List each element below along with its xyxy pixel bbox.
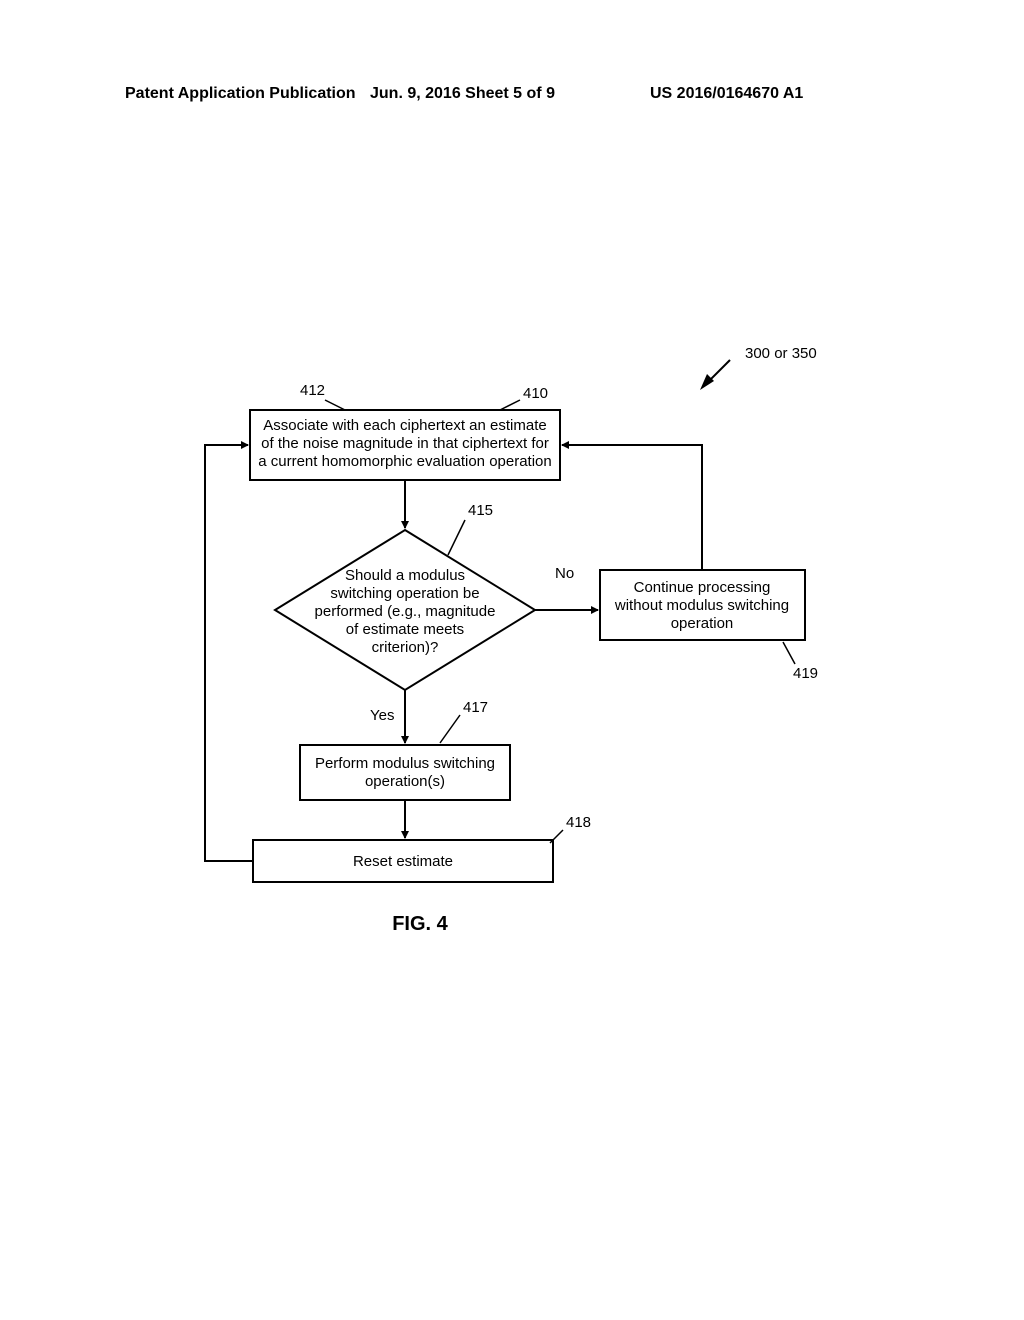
page: Patent Application Publication Jun. 9, 2… [0, 0, 1024, 1320]
svg-text:412: 412 [300, 382, 325, 399]
svg-text:410: 410 [523, 385, 548, 402]
svg-text:of the noise magnitude in that: of the noise magnitude in that ciphertex… [261, 435, 549, 452]
leader-410: 410 [500, 385, 548, 410]
svg-text:of estimate meets: of estimate meets [346, 621, 464, 638]
svg-text:Associate with each ciphertext: Associate with each ciphertext an estima… [263, 417, 546, 434]
svg-text:419: 419 [793, 665, 818, 682]
svg-text:Continue processing: Continue processing [634, 579, 771, 596]
leader-418: 418 [550, 814, 591, 843]
leader-419: 419 [783, 642, 818, 682]
svg-text:417: 417 [463, 699, 488, 716]
node-419: Continue processing without modulus swit… [600, 570, 805, 640]
svg-text:Perform modulus switching: Perform modulus switching [315, 755, 495, 772]
svg-text:switching operation be: switching operation be [330, 585, 479, 602]
figure-caption: FIG. 4 [392, 913, 448, 935]
edge-418-410 [205, 445, 253, 861]
svg-text:418: 418 [566, 814, 591, 831]
svg-text:operation: operation [671, 615, 734, 632]
svg-text:operation(s): operation(s) [365, 773, 445, 790]
svg-text:Should a modulus: Should a modulus [345, 567, 465, 584]
ref-arrow: 300 or 350 [700, 345, 817, 390]
svg-text:criterion)?: criterion)? [372, 639, 439, 656]
node-417: Perform modulus switching operation(s) [300, 745, 510, 800]
leader-412: 412 [300, 382, 345, 410]
leader-415: 415 [448, 502, 493, 555]
svg-text:a current homomorphic evaluati: a current homomorphic evaluation operati… [258, 453, 552, 470]
svg-text:Reset estimate: Reset estimate [353, 853, 453, 870]
node-410: Associate with each ciphertext an estima… [250, 410, 560, 480]
label-no: No [555, 565, 574, 582]
node-415: Should a modulus switching operation be … [275, 530, 535, 690]
flowchart-svg: 300 or 350 Associate with each ciphertex… [0, 0, 1024, 1320]
ref-label: 300 or 350 [745, 345, 817, 362]
svg-text:performed (e.g., magnitude: performed (e.g., magnitude [315, 603, 496, 620]
edge-419-410 [562, 445, 702, 570]
node-418: Reset estimate [253, 840, 553, 882]
label-yes: Yes [370, 707, 394, 724]
leader-417: 417 [440, 699, 488, 743]
svg-text:without modulus switching: without modulus switching [614, 597, 789, 614]
svg-text:415: 415 [468, 502, 493, 519]
